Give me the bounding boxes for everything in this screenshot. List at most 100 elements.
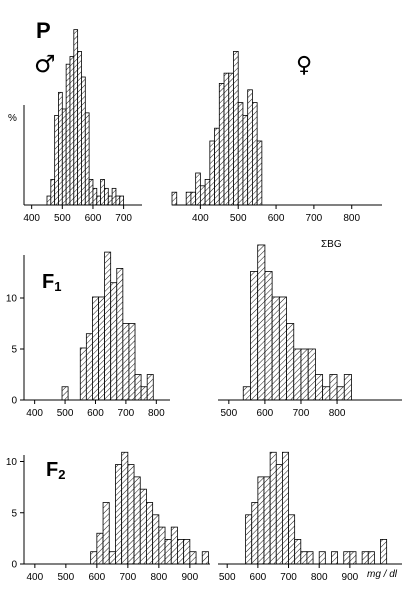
histogram-bar	[306, 551, 314, 565]
generation-label-p: P	[36, 18, 51, 43]
histogram-bar	[73, 29, 79, 206]
histogram-bar	[183, 539, 191, 565]
histogram-bar	[300, 551, 308, 565]
histogram-bar	[331, 551, 339, 565]
histogram-bar	[61, 386, 69, 401]
histogram-bar	[223, 72, 230, 206]
histogram-bar	[278, 296, 287, 401]
histogram-bar	[264, 271, 273, 401]
histogram-p-male: 400 500 600 700	[23, 29, 142, 224]
histogram-bar	[50, 178, 56, 206]
x-tick-label: 600	[87, 408, 104, 419]
histogram-bar	[201, 551, 209, 565]
histogram-bar	[242, 386, 251, 401]
histogram-bar	[133, 476, 141, 565]
histogram-bar	[81, 76, 86, 206]
percent-label: %	[8, 113, 17, 124]
histogram-bar	[195, 172, 201, 206]
histogram-bar	[115, 464, 123, 565]
x-tick-label: 900	[342, 572, 359, 583]
histogram-bar	[79, 347, 87, 401]
histogram-bar	[204, 178, 211, 206]
histogram-bar	[128, 323, 136, 401]
histogram-f2-male: 400 500 600 700 800 900 0 5 10	[6, 451, 210, 583]
x-tick-label: 500	[57, 408, 74, 419]
histogram-bar	[257, 244, 266, 401]
histogram-bar	[119, 195, 125, 206]
y-tick-label: 5	[11, 508, 17, 519]
histogram-bar	[252, 102, 258, 206]
histogram-bar	[152, 514, 160, 565]
histogram-bar	[315, 374, 324, 401]
histogram-bar	[164, 539, 172, 565]
unit-label: mg / dl	[367, 569, 398, 580]
histogram-bar	[54, 115, 59, 206]
x-tick-label: 600	[257, 408, 274, 419]
x-tick-label: 700	[280, 572, 297, 583]
histogram-bar	[61, 108, 67, 206]
histogram-bar	[127, 464, 135, 565]
y-tick-label: 0	[11, 560, 17, 571]
x-tick-label: 700	[115, 213, 132, 224]
histogram-bar	[329, 374, 338, 401]
histogram-bar	[367, 551, 375, 565]
histogram-bar	[256, 140, 263, 206]
histogram-bar	[251, 502, 259, 565]
histogram-bar	[104, 251, 112, 401]
histogram-bar	[318, 551, 326, 565]
histogram-bar	[209, 140, 215, 206]
histogram-bar	[349, 551, 357, 565]
x-tick-label: 600	[89, 572, 106, 583]
histogram-bar	[269, 451, 277, 565]
histogram-bar	[108, 551, 116, 565]
histogram-bar	[46, 195, 52, 206]
y-tick-label: 5	[11, 345, 17, 356]
female-symbol: ♀	[296, 53, 312, 78]
histogram-bar	[257, 476, 265, 565]
histogram-bar	[300, 348, 309, 401]
histogram-bar	[286, 323, 295, 401]
histogram-bar	[92, 187, 98, 206]
histogram-bar	[146, 374, 154, 401]
histogram-bar	[58, 91, 63, 206]
x-tick-label: 700	[293, 408, 310, 419]
histogram-bar	[104, 187, 109, 206]
histogram-bar	[146, 502, 154, 565]
histogram-bar	[102, 502, 110, 565]
histogram-bar	[218, 83, 225, 206]
histogram-bar	[245, 514, 253, 565]
y-tick-label: 10	[6, 457, 18, 468]
x-tick-label: 600	[268, 213, 285, 224]
x-tick-label: 400	[26, 408, 43, 419]
histogram-p-female: 400 500 600 700 800	[171, 51, 382, 224]
x-tick-label: 900	[182, 572, 199, 583]
generation-label-f1: F1	[42, 271, 61, 294]
histogram-bar	[171, 191, 178, 206]
x-tick-label: 600	[250, 572, 267, 583]
male-symbol: ♂	[34, 50, 56, 78]
histogram-bar	[110, 282, 118, 401]
histogram-bar	[122, 323, 130, 401]
histogram-f1-male: 400 500 600 700 800 0 5 10	[6, 251, 170, 419]
histogram-bar	[288, 514, 296, 565]
histogram-bar	[139, 488, 147, 565]
histogram-bar	[170, 526, 178, 565]
histogram-bar	[65, 63, 71, 206]
histogram-bar	[307, 348, 316, 401]
x-tick-label: 800	[329, 408, 346, 419]
histogram-f1-female: 500 600 700 800	[218, 244, 402, 419]
histogram-bar	[294, 539, 302, 565]
x-tick-label: 700	[306, 213, 323, 224]
histogram-bar	[247, 89, 253, 206]
histogram-bar	[281, 451, 289, 565]
histogram-bar	[271, 296, 280, 401]
histogram-bar	[322, 386, 331, 401]
histogram-bar	[158, 526, 166, 565]
histogram-bar	[199, 185, 206, 206]
histogram-bar	[111, 187, 117, 206]
x-tick-label: 500	[58, 572, 75, 583]
histogram-bar	[336, 386, 345, 401]
histogram-bar	[100, 178, 105, 206]
x-tick-label: 400	[192, 213, 209, 224]
